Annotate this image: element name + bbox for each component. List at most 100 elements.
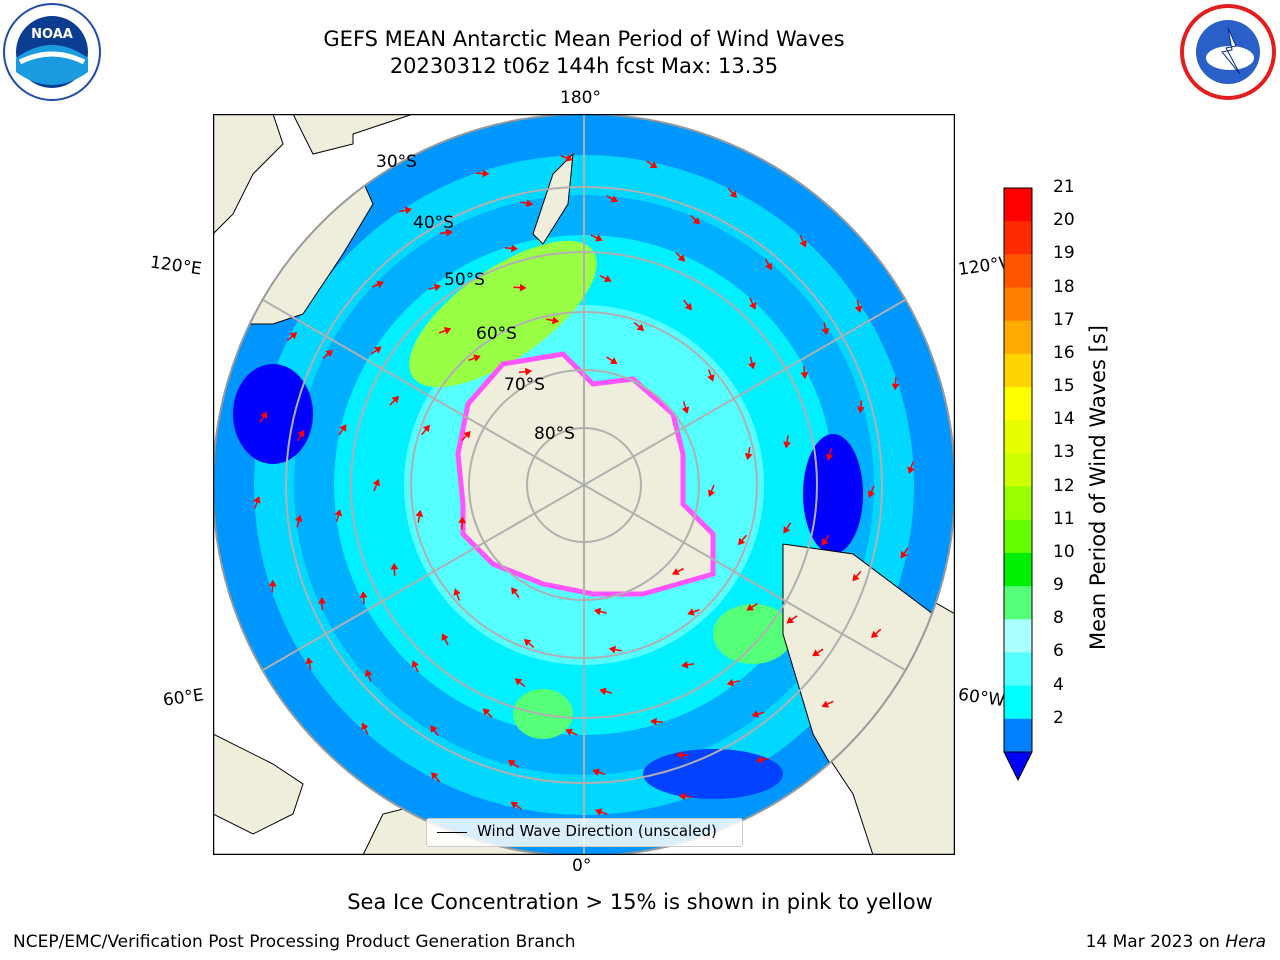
wave-arrow-head bbox=[783, 526, 791, 534]
wave-arrow-head bbox=[523, 639, 532, 647]
wave-arrow-head bbox=[729, 190, 737, 199]
wave-arrow-head bbox=[404, 206, 412, 215]
wave-arrow-head bbox=[463, 431, 471, 439]
wave-arrow-head bbox=[359, 591, 368, 598]
wave-arrow-head bbox=[751, 710, 759, 718]
wave-arrow-head bbox=[458, 516, 467, 524]
colorbar-swatch bbox=[1004, 320, 1032, 355]
wave-arrow-head bbox=[599, 687, 607, 696]
colorbar-tick-label: 11 bbox=[1053, 508, 1075, 529]
wave-arrow-head bbox=[482, 708, 491, 716]
lat-label-80s: 80°S bbox=[534, 424, 575, 444]
lon-label-upper-left: 120°E bbox=[148, 252, 203, 280]
wave-arrow-head bbox=[361, 722, 369, 731]
lat-label-50s: 50°S bbox=[444, 270, 485, 290]
wave-arrow-head bbox=[821, 328, 830, 336]
wave-arrow-head bbox=[783, 441, 791, 449]
wave-arrow-head bbox=[268, 579, 277, 587]
colorbar-swatch bbox=[1004, 254, 1032, 289]
wave-arrow-head bbox=[799, 239, 807, 248]
colorbar-tick-label: 20 bbox=[1053, 210, 1075, 231]
colorbar-tick-label: 14 bbox=[1053, 409, 1075, 430]
wave-arrow-head bbox=[649, 161, 658, 169]
colorbar-swatch bbox=[1004, 552, 1032, 587]
lat-label-60s: 60°S bbox=[476, 324, 517, 344]
lon-label-bottom: 0° bbox=[572, 856, 592, 876]
legend-line-icon bbox=[437, 832, 467, 833]
wave-arrow-head bbox=[325, 349, 333, 357]
wave-arrow-head bbox=[511, 244, 518, 253]
colorbar-tick-label: 6 bbox=[1053, 641, 1064, 662]
wave-arrow-head bbox=[676, 751, 683, 759]
colorbar-tick-label: 21 bbox=[1053, 177, 1075, 197]
wave-arrow-head bbox=[526, 199, 534, 208]
wave-arrow-head bbox=[592, 768, 600, 776]
wave-arrow-head bbox=[812, 649, 820, 657]
wave-arrow-head bbox=[289, 332, 298, 340]
lat-label-40s: 40°S bbox=[413, 213, 454, 233]
wave-arrow-head bbox=[294, 514, 303, 522]
wave-arrow-head bbox=[765, 262, 773, 271]
wave-arrow-head bbox=[473, 354, 481, 362]
wave-arrow-head bbox=[687, 608, 695, 616]
wave-arrow-head bbox=[253, 496, 261, 504]
wave-arrow-head bbox=[595, 808, 603, 816]
colorbar-tick-label: 13 bbox=[1053, 442, 1075, 463]
colorbar-swatch bbox=[1004, 453, 1032, 488]
wave-arrow-head bbox=[374, 346, 382, 354]
wave-arrow-head bbox=[608, 645, 616, 654]
wave-arrow-head bbox=[433, 283, 442, 292]
lat-label-70s: 70°S bbox=[504, 375, 545, 395]
colorbar-swatch bbox=[1004, 420, 1032, 454]
wave-arrow-head bbox=[453, 588, 461, 596]
colorbar-swatch bbox=[1004, 353, 1032, 388]
wave-arrow-head bbox=[672, 568, 680, 575]
wave-arrow-head bbox=[870, 630, 879, 638]
colorbar-swatch bbox=[1004, 685, 1032, 720]
wave-arrow-head bbox=[524, 367, 532, 376]
wave-arrow-head bbox=[707, 374, 715, 382]
footer-date: 14 Mar 2023 on Hera bbox=[1086, 932, 1266, 952]
wave-arrow-head bbox=[738, 537, 746, 546]
graticule bbox=[213, 114, 955, 855]
noaa-logo-icon: NOAA bbox=[3, 3, 101, 101]
colorbar-swatch bbox=[1004, 486, 1032, 521]
wave-arrow-head bbox=[852, 573, 860, 582]
wave-arrow-head bbox=[677, 254, 686, 262]
wave-arrow-head bbox=[339, 424, 347, 432]
wave-arrow-head bbox=[305, 657, 314, 665]
wave-arrow-head bbox=[609, 357, 618, 365]
wave-arrow-head bbox=[260, 411, 268, 420]
wave-arrow-head bbox=[636, 323, 645, 331]
polar-map bbox=[213, 114, 955, 855]
noaa-logo-text: NOAA bbox=[31, 27, 73, 42]
wave-arrow-head bbox=[684, 302, 692, 311]
colorbar-swatch bbox=[1004, 221, 1032, 255]
colorbar-swatch bbox=[1004, 718, 1032, 753]
colorbar-swatch bbox=[1004, 287, 1032, 322]
lat-label-30s: 30°S bbox=[376, 152, 417, 172]
wave-arrow-head bbox=[891, 383, 900, 391]
wave-arrow-head bbox=[854, 305, 863, 313]
colorbar-swatch bbox=[1004, 619, 1032, 653]
colorbar-tick-label: 2 bbox=[1053, 707, 1064, 728]
colorbar-tick-label: 10 bbox=[1053, 541, 1075, 562]
colorbar-swatch bbox=[1004, 519, 1032, 554]
wave-arrow-head bbox=[565, 728, 573, 736]
wave-arrow-head bbox=[610, 195, 619, 203]
wave-arrow-head bbox=[744, 453, 753, 461]
colorbar-swatch bbox=[1004, 188, 1032, 222]
wave-arrow-head bbox=[707, 489, 716, 497]
wave-arrow-head bbox=[552, 316, 560, 325]
wave-arrow-head bbox=[595, 234, 603, 242]
wave-arrow-head bbox=[593, 607, 602, 616]
colorbar-swatch bbox=[1004, 387, 1032, 421]
wind-wave-arrows bbox=[253, 154, 915, 816]
wave-arrow-head bbox=[519, 283, 527, 292]
colorbar-tick-label: 19 bbox=[1053, 243, 1075, 264]
wave-arrow-head bbox=[900, 550, 908, 559]
wave-arrow-head bbox=[800, 372, 809, 379]
colorbar-tick-label: 12 bbox=[1053, 475, 1075, 496]
colorbar-under-arrow bbox=[1003, 751, 1033, 782]
wave-arrow-head bbox=[482, 169, 490, 178]
